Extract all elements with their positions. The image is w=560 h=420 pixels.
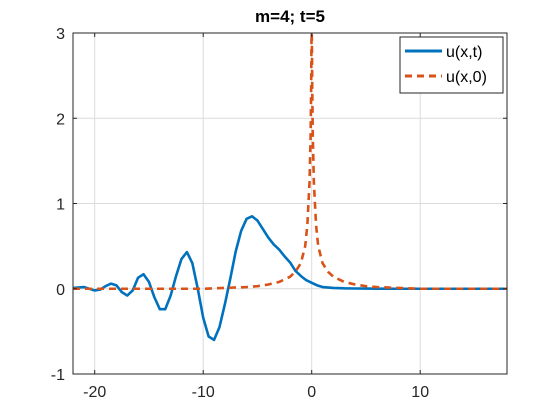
y-tick-label: 0 — [56, 282, 65, 299]
ticks — [73, 32, 507, 375]
y-tick-label: 1 — [56, 197, 65, 214]
y-tick-label: 3 — [56, 26, 65, 43]
legend: u(x,t) u(x,0) — [399, 36, 504, 94]
y-tick-label: -1 — [51, 367, 65, 384]
legend-label-u-x-0: u(x,0) — [446, 69, 487, 86]
legend-label-u-x-t: u(x,t) — [446, 44, 482, 61]
x-tick-label: 0 — [307, 384, 316, 401]
x-tick-label: -20 — [83, 384, 106, 401]
x-tick-label: -10 — [192, 384, 215, 401]
series-line-u-x-0 — [73, 33, 507, 291]
chart-title: m=4; t=5 — [255, 7, 325, 26]
y-tick-label: 2 — [56, 111, 65, 128]
x-tick-label: 10 — [411, 384, 429, 401]
series-group — [73, 33, 507, 342]
legend-box — [399, 36, 504, 94]
